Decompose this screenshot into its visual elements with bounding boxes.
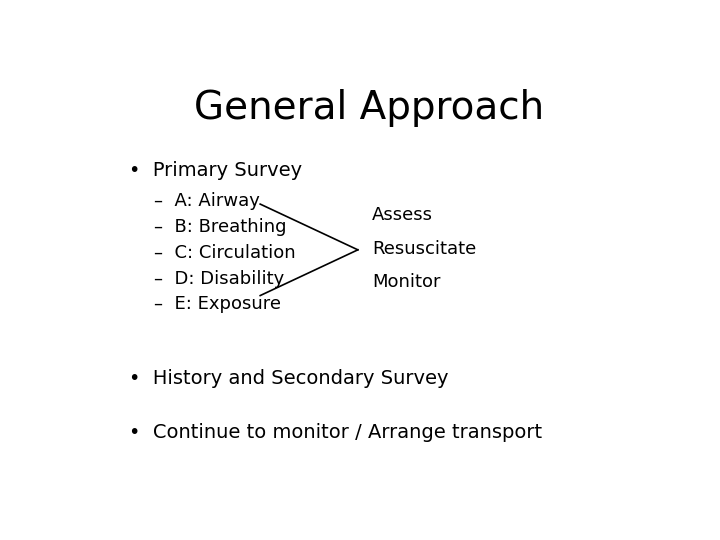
- Text: Resuscitate: Resuscitate: [372, 240, 476, 258]
- Text: •  Primary Survey: • Primary Survey: [129, 161, 302, 180]
- Text: Assess: Assess: [372, 206, 433, 224]
- Text: General Approach: General Approach: [194, 90, 544, 127]
- Text: –  B: Breathing: – B: Breathing: [154, 218, 287, 236]
- Text: Monitor: Monitor: [372, 273, 441, 291]
- Text: –  C: Circulation: – C: Circulation: [154, 244, 296, 262]
- Text: –  A: Airway: – A: Airway: [154, 192, 260, 210]
- Text: •  History and Secondary Survey: • History and Secondary Survey: [129, 369, 449, 388]
- Text: –  E: Exposure: – E: Exposure: [154, 295, 282, 313]
- Text: •  Continue to monitor / Arrange transport: • Continue to monitor / Arrange transpor…: [129, 423, 542, 442]
- Text: –  D: Disability: – D: Disability: [154, 269, 284, 287]
